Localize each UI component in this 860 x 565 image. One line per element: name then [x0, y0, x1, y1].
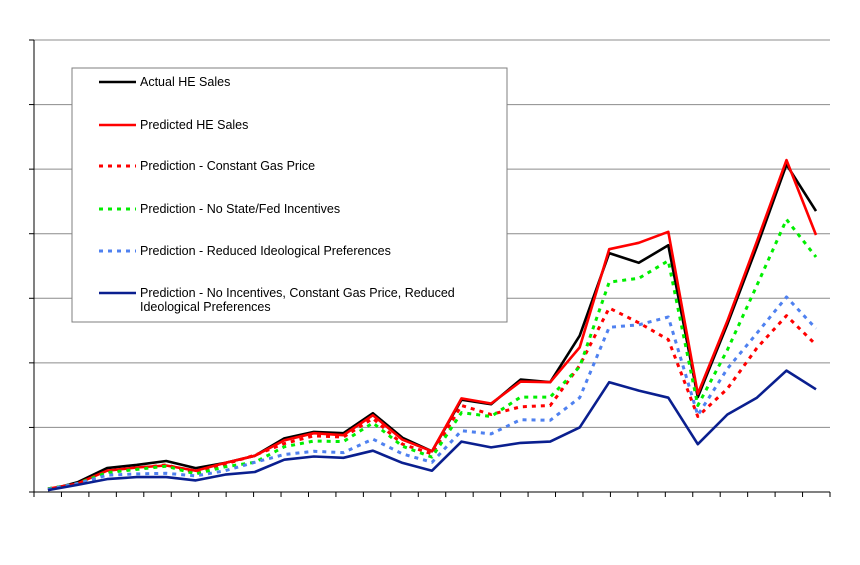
series-line-6	[47, 369, 817, 492]
series-lines	[47, 158, 818, 492]
legend-label-3: Prediction - Constant Gas Price	[140, 159, 315, 173]
legend-label-1: Actual HE Sales	[140, 75, 230, 89]
legend-label-2: Predicted HE Sales	[140, 118, 248, 132]
legend-box	[71, 67, 508, 323]
axes	[29, 39, 831, 497]
series-line-3	[47, 306, 818, 491]
series-line-4	[47, 218, 818, 491]
legend-label-6: Prediction - No Incentives, Constant Gas…	[140, 286, 455, 314]
legend-label-5: Prediction - Reduced Ideological Prefere…	[140, 244, 391, 258]
series-line-2	[47, 158, 818, 491]
legend-label-4: Prediction - No State/Fed Incentives	[140, 202, 340, 216]
legend: Actual HE Sales Predicted HE Sales Predict…	[71, 67, 508, 323]
series-line-5	[47, 295, 818, 491]
